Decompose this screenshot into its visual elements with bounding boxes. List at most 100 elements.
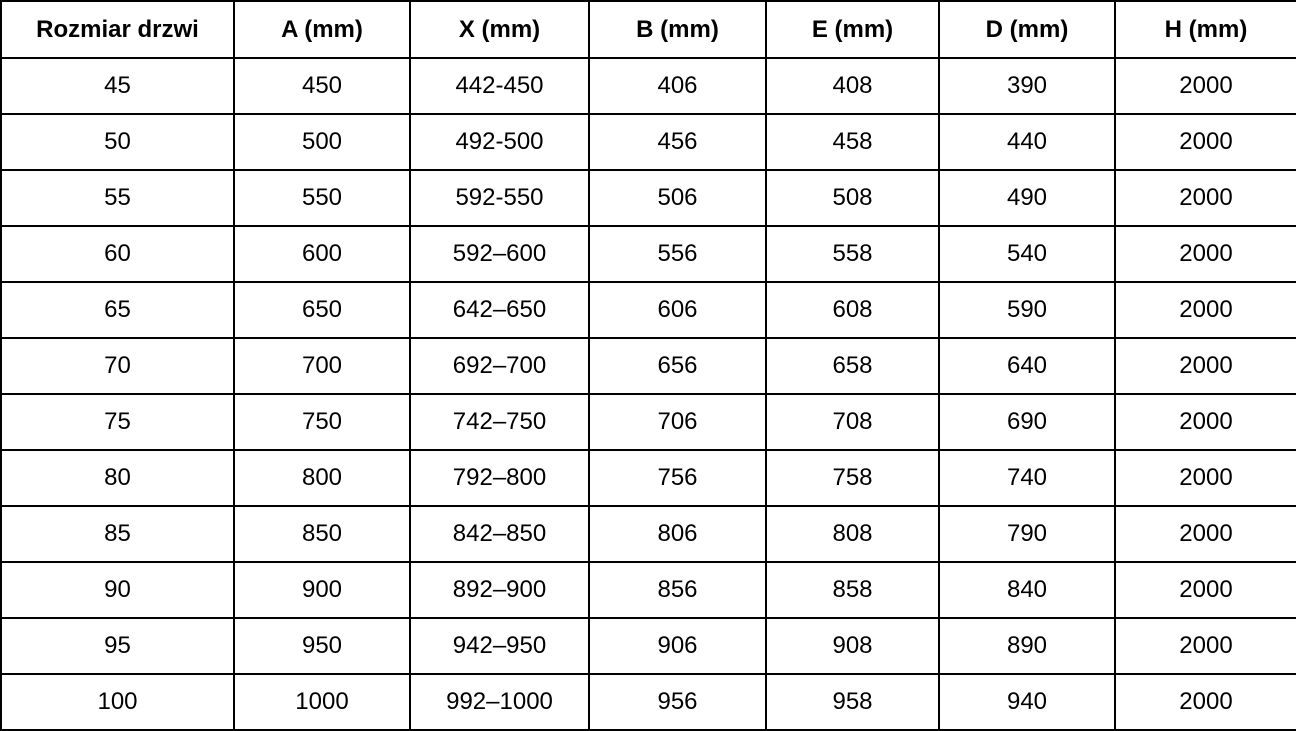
table-cell: 450: [233, 57, 411, 115]
table-cell: 592-550: [409, 169, 590, 227]
table-cell: 406: [588, 57, 767, 115]
table-cell: 606: [588, 281, 767, 339]
table-row: 80 800 792–800 756 758 740 2000: [0, 449, 1296, 507]
table-cell: 656: [588, 337, 767, 395]
table-cell: 708: [765, 393, 940, 451]
table-cell: 808: [765, 505, 940, 563]
table-cell: 650: [233, 281, 411, 339]
table-cell: 80: [0, 449, 235, 507]
table-cell: 2000: [1114, 225, 1296, 283]
table-cell: 50: [0, 113, 235, 171]
table-row: 50 500 492-500 456 458 440 2000: [0, 113, 1296, 171]
table-cell: 75: [0, 393, 235, 451]
table-cell: 692–700: [409, 337, 590, 395]
table-cell: 408: [765, 57, 940, 115]
table-body: 45 450 442-450 406 408 390 2000 50 500 492-500 456…: [0, 57, 1296, 731]
table-cell: 890: [938, 617, 1116, 675]
table-cell: 100: [0, 673, 235, 731]
table-cell: 850: [233, 505, 411, 563]
table-row: 60 600 592–600 556 558 540 2000: [0, 225, 1296, 283]
table-cell: 2000: [1114, 57, 1296, 115]
table-cell: 2000: [1114, 113, 1296, 171]
table-cell: 640: [938, 337, 1116, 395]
table-cell: 906: [588, 617, 767, 675]
table-cell: 740: [938, 449, 1116, 507]
table-cell: 492-500: [409, 113, 590, 171]
table-cell: 856: [588, 561, 767, 619]
column-header: D (mm): [938, 0, 1116, 59]
table-row: 90 900 892–900 856 858 840 2000: [0, 561, 1296, 619]
column-header: Rozmiar drzwi: [0, 0, 235, 59]
table-cell: 840: [938, 561, 1116, 619]
table-cell: 556: [588, 225, 767, 283]
table-cell: 456: [588, 113, 767, 171]
table-row: 85 850 842–850 806 808 790 2000: [0, 505, 1296, 563]
table-cell: 90: [0, 561, 235, 619]
header-row: Rozmiar drzwi A (mm) X (mm) B (mm) E (mm) D (…: [0, 0, 1296, 59]
table-cell: 742–750: [409, 393, 590, 451]
table-cell: 70: [0, 337, 235, 395]
table-cell: 858: [765, 561, 940, 619]
column-header: A (mm): [233, 0, 411, 59]
table-cell: 800: [233, 449, 411, 507]
table-cell: 842–850: [409, 505, 590, 563]
table-cell: 750: [233, 393, 411, 451]
table-cell: 608: [765, 281, 940, 339]
column-header: X (mm): [409, 0, 590, 59]
table-cell: 756: [588, 449, 767, 507]
table-cell: 900: [233, 561, 411, 619]
column-header: B (mm): [588, 0, 767, 59]
table-cell: 2000: [1114, 505, 1296, 563]
table-row: 70 700 692–700 656 658 640 2000: [0, 337, 1296, 395]
table-cell: 458: [765, 113, 940, 171]
table-cell: 658: [765, 337, 940, 395]
table-cell: 65: [0, 281, 235, 339]
table-cell: 2000: [1114, 169, 1296, 227]
table-cell: 490: [938, 169, 1116, 227]
table-cell: 2000: [1114, 673, 1296, 731]
table-cell: 950: [233, 617, 411, 675]
table-cell: 2000: [1114, 561, 1296, 619]
table-cell: 442-450: [409, 57, 590, 115]
table-cell: 95: [0, 617, 235, 675]
column-header: E (mm): [765, 0, 940, 59]
table-cell: 792–800: [409, 449, 590, 507]
table-cell: 506: [588, 169, 767, 227]
table-cell: 700: [233, 337, 411, 395]
table-cell: 806: [588, 505, 767, 563]
table-row: 65 650 642–650 606 608 590 2000: [0, 281, 1296, 339]
table-cell: 550: [233, 169, 411, 227]
table-row: 75 750 742–750 706 708 690 2000: [0, 393, 1296, 451]
table-row: 95 950 942–950 906 908 890 2000: [0, 617, 1296, 675]
table-cell: 2000: [1114, 281, 1296, 339]
table-cell: 600: [233, 225, 411, 283]
table-cell: 590: [938, 281, 1116, 339]
table-cell: 2000: [1114, 393, 1296, 451]
column-header: H (mm): [1114, 0, 1296, 59]
table-cell: 540: [938, 225, 1116, 283]
table-cell: 2000: [1114, 617, 1296, 675]
table-cell: 1000: [233, 673, 411, 731]
table-cell: 60: [0, 225, 235, 283]
table-row: 100 1000 992–1000 956 958 940 2000: [0, 673, 1296, 731]
table-cell: 508: [765, 169, 940, 227]
table-row: 45 450 442-450 406 408 390 2000: [0, 57, 1296, 115]
table-cell: 440: [938, 113, 1116, 171]
table-cell: 592–600: [409, 225, 590, 283]
table-cell: 690: [938, 393, 1116, 451]
table-row: 55 550 592-550 506 508 490 2000: [0, 169, 1296, 227]
table-cell: 790: [938, 505, 1116, 563]
table-cell: 558: [765, 225, 940, 283]
table-cell: 942–950: [409, 617, 590, 675]
table-cell: 2000: [1114, 449, 1296, 507]
table-cell: 758: [765, 449, 940, 507]
table-cell: 55: [0, 169, 235, 227]
table-cell: 908: [765, 617, 940, 675]
table-cell: 2000: [1114, 337, 1296, 395]
table-cell: 958: [765, 673, 940, 731]
table-cell: 45: [0, 57, 235, 115]
table-cell: 706: [588, 393, 767, 451]
table-cell: 85: [0, 505, 235, 563]
table-cell: 940: [938, 673, 1116, 731]
